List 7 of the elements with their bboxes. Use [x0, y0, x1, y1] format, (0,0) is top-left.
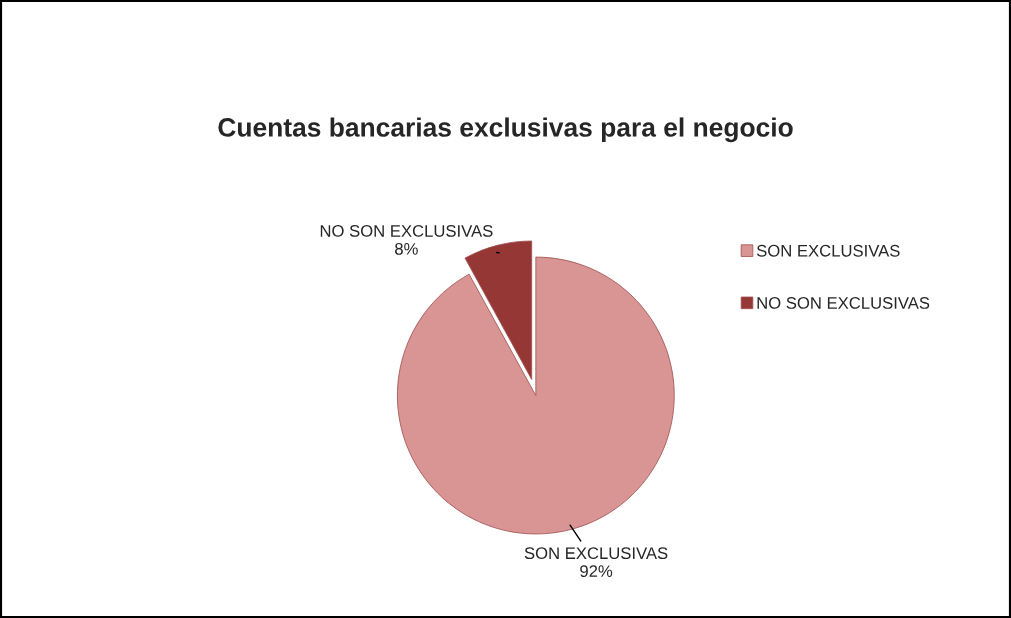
legend-label: NO SON EXCLUSIVAS — [757, 297, 930, 309]
chart-title: Cuentas bancarias exclusivas para el negocio — [218, 117, 793, 143]
data-label: 8% — [395, 242, 418, 255]
legend-label: SON EXCLUSIVAS — [756, 244, 900, 257]
slice-label: SON EXCLUSIVAS — [524, 547, 668, 560]
slice-label: NO SON EXCLUSIVAS — [320, 225, 493, 237]
data-label: 92% — [580, 565, 613, 578]
